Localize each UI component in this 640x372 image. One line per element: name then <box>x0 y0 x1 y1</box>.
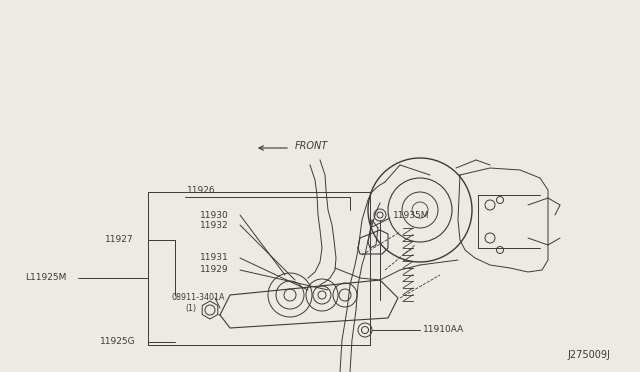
Text: J275009J: J275009J <box>567 350 610 360</box>
Text: L11925M: L11925M <box>25 273 67 282</box>
Text: 11932: 11932 <box>200 221 228 230</box>
Text: (1): (1) <box>185 304 196 312</box>
Text: 11931: 11931 <box>200 253 228 263</box>
Text: 11930: 11930 <box>200 211 228 219</box>
Text: 11935M: 11935M <box>393 212 429 221</box>
Text: FRONT: FRONT <box>295 141 328 151</box>
Text: 11929: 11929 <box>200 266 228 275</box>
Text: 11910AA: 11910AA <box>423 326 464 334</box>
Text: 08911-3401A: 08911-3401A <box>172 294 225 302</box>
Text: 11927: 11927 <box>105 235 134 244</box>
Text: 11925G: 11925G <box>100 337 136 346</box>
Text: 11926: 11926 <box>187 186 216 195</box>
